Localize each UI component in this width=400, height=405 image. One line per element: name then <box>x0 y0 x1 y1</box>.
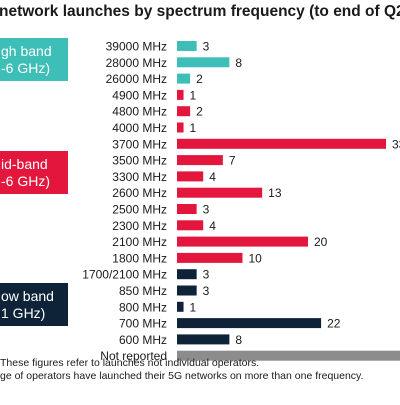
bar <box>177 252 243 263</box>
data-label: 7 <box>229 154 236 168</box>
band-box-2 <box>0 283 68 326</box>
band-label-0-1: -6 GHz) <box>1 60 50 76</box>
bar <box>177 236 308 247</box>
category-label: 3700 MHz <box>112 137 167 151</box>
bar <box>177 285 197 296</box>
data-label: 8 <box>235 56 242 70</box>
bar <box>177 106 191 117</box>
band-label-1-0: id-band <box>1 156 48 172</box>
footnote-2: ge of operators have launched their 5G n… <box>0 370 364 382</box>
category-label: 28000 MHz <box>106 56 167 70</box>
bar <box>177 350 400 361</box>
data-label: 13 <box>268 186 282 200</box>
category-label: 1800 MHz <box>112 251 167 265</box>
bar <box>177 89 184 100</box>
category-label: 1700/2100 MHz <box>82 268 167 282</box>
band-label-0-0: gh band <box>1 43 52 59</box>
bar <box>177 301 184 312</box>
category-label: 3300 MHz <box>112 170 167 184</box>
bar <box>177 122 184 133</box>
bar <box>177 334 230 345</box>
data-label: 1 <box>190 300 197 314</box>
data-label: 3 <box>203 40 210 54</box>
bar <box>177 155 223 166</box>
bar <box>177 171 204 182</box>
data-label: 10 <box>249 251 263 265</box>
bar <box>177 73 191 84</box>
footnote-1: These figures refer to launches not indi… <box>0 357 260 369</box>
category-label: Not reported <box>100 349 167 363</box>
bar <box>177 204 197 214</box>
data-label: 1 <box>190 88 197 102</box>
category-label: 39000 MHz <box>106 40 167 54</box>
bar <box>177 57 230 68</box>
data-label: 1 <box>190 121 197 135</box>
category-label: 3500 MHz <box>112 154 167 168</box>
category-label: 4900 MHz <box>112 88 167 102</box>
bar <box>177 318 322 329</box>
band-label-1-1: -6 GHz) <box>1 173 50 189</box>
band-box-0 <box>0 38 68 81</box>
data-label: 3 <box>203 203 210 217</box>
data-label: 3 <box>203 284 210 298</box>
band-box-1 <box>0 151 68 194</box>
category-label: 2100 MHz <box>112 235 167 249</box>
category-label: 4000 MHz <box>112 121 167 135</box>
data-label: 4 <box>209 219 216 233</box>
category-label: 600 MHz <box>119 333 167 347</box>
bar <box>177 41 197 51</box>
data-label: 33 <box>392 137 400 151</box>
bar <box>177 138 386 149</box>
data-label: 8 <box>235 333 242 347</box>
category-label: 26000 MHz <box>106 72 167 86</box>
data-label: 2 <box>196 72 203 86</box>
data-label: 20 <box>314 235 328 249</box>
chart-title: network launches by spectrum frequency (… <box>0 3 400 20</box>
category-label: 2500 MHz <box>112 203 167 217</box>
data-label: 22 <box>327 317 341 331</box>
bar <box>177 187 263 198</box>
category-label: 850 MHz <box>119 284 167 298</box>
category-label: 800 MHz <box>119 300 167 314</box>
category-label: 2600 MHz <box>112 186 167 200</box>
band-label-2-0: ow band <box>1 288 54 304</box>
bar <box>177 220 204 231</box>
category-label: 4800 MHz <box>112 105 167 119</box>
category-label: 2300 MHz <box>112 219 167 233</box>
band-label-2-1: 1 GHz) <box>1 305 45 321</box>
data-label: 2 <box>196 105 203 119</box>
data-label: 4 <box>209 170 216 184</box>
category-label: 700 MHz <box>119 317 167 331</box>
bar <box>177 269 197 280</box>
data-label: 3 <box>203 268 210 282</box>
